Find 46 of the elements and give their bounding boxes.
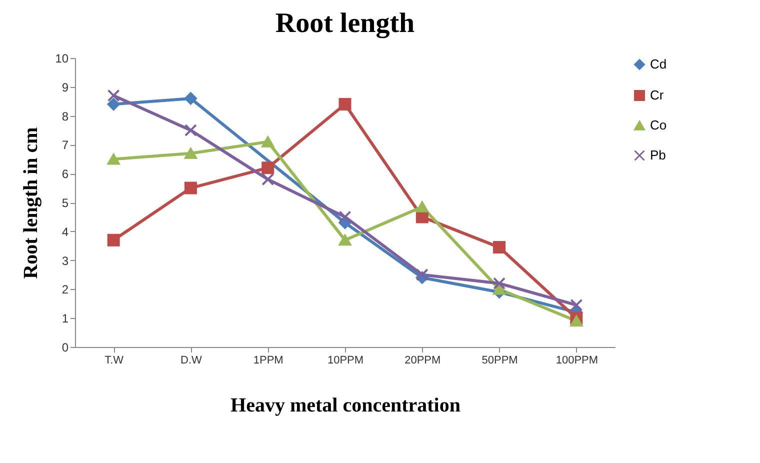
legend-label: Pb bbox=[650, 148, 666, 162]
y-tick-label: 3 bbox=[62, 254, 69, 268]
point bbox=[570, 315, 583, 327]
point bbox=[338, 98, 352, 110]
x-tick-label: 1PPM bbox=[253, 354, 284, 366]
y-tick-label: 6 bbox=[62, 167, 69, 182]
point bbox=[338, 234, 352, 246]
y-tick-label: 2 bbox=[62, 282, 69, 297]
point bbox=[262, 136, 274, 148]
x-tick-label: 10PPM bbox=[327, 354, 364, 366]
point bbox=[262, 162, 274, 174]
y-tick-label: 0 bbox=[62, 340, 69, 354]
legend-label: Cr bbox=[650, 88, 664, 102]
y-tick-label: 9 bbox=[62, 80, 69, 94]
y-axis-title: Root length in cm bbox=[20, 126, 42, 279]
y-tick-label: 1 bbox=[62, 312, 69, 326]
point bbox=[493, 284, 506, 295]
legend-label: Co bbox=[650, 118, 667, 132]
x-tick-label: 100PPM bbox=[556, 354, 598, 366]
point bbox=[107, 154, 120, 165]
point bbox=[184, 182, 197, 194]
chart-title: Root length bbox=[275, 8, 416, 39]
point bbox=[107, 98, 120, 110]
point bbox=[416, 268, 428, 281]
point bbox=[570, 298, 583, 312]
point bbox=[493, 277, 506, 290]
point bbox=[184, 148, 197, 159]
point bbox=[493, 241, 506, 254]
point bbox=[107, 234, 120, 246]
point bbox=[184, 92, 197, 105]
y-tick-label: 4 bbox=[62, 224, 69, 239]
point bbox=[184, 124, 197, 136]
legend-label: Cd bbox=[650, 56, 667, 72]
x-tick-label: 20PPM bbox=[404, 354, 441, 366]
y-tick-label: 8 bbox=[62, 109, 69, 124]
x-axis-title: Heavy metal concentration bbox=[230, 394, 460, 416]
x-tick-label: D.W bbox=[180, 354, 203, 366]
point bbox=[107, 89, 120, 102]
point bbox=[262, 173, 274, 186]
point bbox=[416, 201, 428, 212]
point bbox=[338, 210, 352, 224]
y-tick-label: 7 bbox=[62, 138, 69, 152]
x-tick-label: T.W bbox=[104, 354, 124, 366]
y-tick-label: 5 bbox=[62, 196, 69, 210]
y-tick-label: 10 bbox=[55, 52, 69, 66]
x-tick-label: 50PPM bbox=[482, 354, 518, 366]
